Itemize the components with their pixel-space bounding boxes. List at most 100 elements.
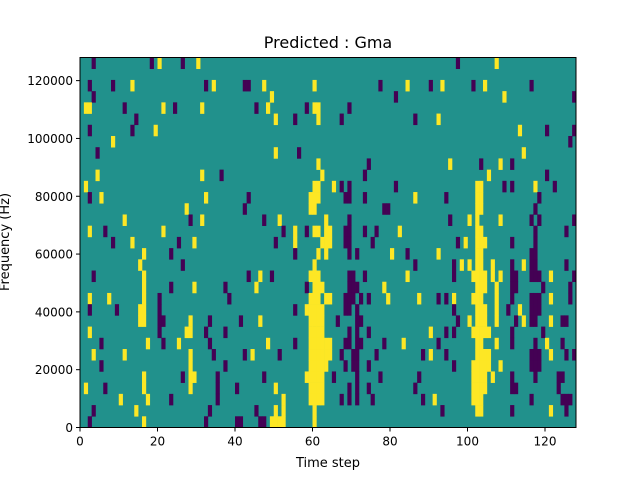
heatmap-cell-high	[312, 382, 317, 395]
heatmap-cell-low	[572, 124, 577, 137]
heatmap-cell-low	[246, 270, 251, 283]
heatmap-cell-low	[180, 57, 185, 70]
heatmap-cell-high	[111, 135, 116, 148]
heatmap-cell-high	[436, 248, 441, 260]
heatmap-cell-low	[452, 270, 457, 283]
heatmap-cell-low	[258, 416, 263, 428]
heatmap-cell-high	[200, 102, 205, 114]
heatmap-cell-low	[103, 382, 108, 395]
heatmap-cell-low	[421, 349, 426, 361]
heatmap-cell-low	[533, 292, 538, 305]
x-axis-label: Time step	[295, 456, 360, 471]
heatmap-cell-high	[320, 169, 325, 182]
heatmap-cell-low	[355, 360, 360, 372]
heatmap-cell-low	[529, 393, 534, 406]
heatmap-cell-low	[347, 393, 352, 406]
heatmap-cell-low	[564, 259, 569, 271]
heatmap-cell-high	[498, 270, 503, 283]
heatmap-cell-high	[467, 259, 472, 271]
heatmap-cell-high	[308, 270, 313, 283]
heatmap-cell-low	[281, 225, 286, 238]
heatmap-cell-high	[142, 382, 147, 395]
heatmap-cell-low	[537, 192, 542, 204]
heatmap-cell-low	[161, 337, 166, 350]
heatmap-cell-high	[130, 236, 135, 249]
x-tick-label: 60	[305, 435, 320, 449]
heatmap-cell-low	[355, 393, 360, 406]
heatmap-cell-high	[479, 304, 484, 316]
heatmap-cell-low	[134, 113, 139, 126]
y-tick-label: 100000	[27, 132, 73, 146]
heatmap-cell-high	[316, 158, 321, 170]
heatmap-cell-low	[533, 349, 538, 361]
heatmap-cell-high	[483, 79, 488, 92]
heatmap-cell-high	[548, 349, 554, 361]
heatmap-cell-high	[312, 180, 317, 193]
x-tick-label: 20	[150, 435, 165, 449]
heatmap-cell-high	[320, 393, 325, 406]
heatmap-cell-low	[510, 292, 515, 305]
heatmap-cell-low	[304, 102, 309, 114]
heatmap-cell-high	[204, 192, 209, 204]
heatmap-cell-high	[304, 371, 309, 383]
heatmap-cell-low	[362, 192, 368, 204]
heatmap-cell-high	[483, 281, 488, 294]
heatmap-cell-low	[564, 349, 569, 361]
heatmap-cell-low	[235, 382, 240, 395]
heatmap-cell-high	[483, 304, 488, 316]
heatmap-cell-low	[533, 360, 538, 372]
heatmap-cell-high	[483, 360, 488, 372]
heatmap-cell-low	[355, 349, 360, 361]
heatmap-cell-low	[529, 304, 534, 316]
heatmap-cell-high	[312, 79, 317, 92]
heatmap-cell-high	[308, 304, 313, 316]
x-axis-ticks: 0 20 40 60 80 100 120	[76, 427, 556, 449]
heatmap-cell-low	[529, 292, 534, 305]
heatmap-cell-low	[452, 304, 457, 316]
heatmap-cell-low	[452, 259, 457, 271]
heatmap-cell-low	[269, 270, 275, 283]
heatmap-cell-high	[308, 382, 313, 395]
heatmap-cell-low	[347, 248, 352, 260]
heatmap-cell-high	[138, 304, 143, 316]
heatmap-cell-high	[397, 225, 402, 238]
heatmap-cell-low	[444, 192, 449, 204]
heatmap-cell-high	[320, 349, 325, 361]
heatmap-cell-high	[316, 292, 321, 305]
heatmap-cell-high	[517, 124, 523, 137]
heatmap-cell-low	[533, 203, 538, 215]
heatmap-cell-high	[188, 360, 193, 372]
heatmap-cell-low	[157, 292, 162, 305]
heatmap-cell-low	[242, 203, 247, 215]
heatmap-cell-low	[347, 304, 352, 316]
heatmap-cell-low	[347, 337, 352, 350]
heatmap-cells	[80, 57, 577, 428]
heatmap-cell-low	[157, 304, 162, 316]
heatmap-cell-low	[331, 371, 337, 383]
heatmap-cell-high	[448, 158, 453, 170]
heatmap-cell-low	[455, 236, 461, 249]
heatmap-cell-high	[498, 360, 503, 372]
heatmap-cell-high	[548, 405, 554, 417]
heatmap-cell-low	[355, 371, 360, 383]
heatmap-cell-low	[262, 416, 267, 428]
heatmap-cell-high	[483, 349, 488, 361]
heatmap-cell-low	[304, 225, 309, 238]
heatmap-cell-high	[479, 281, 484, 294]
heatmap-cell-low	[339, 180, 344, 193]
heatmap-cell-high	[87, 292, 92, 305]
heatmap-cell-low	[246, 79, 251, 92]
heatmap-cell-low	[568, 292, 573, 305]
heatmap-cell-low	[347, 326, 352, 339]
heatmap-cell-high	[479, 292, 484, 305]
heatmap-cell-high	[483, 382, 488, 395]
heatmap-cell-high	[475, 382, 480, 395]
heatmap-cell-low	[514, 270, 519, 283]
heatmap-cell-low	[262, 371, 267, 383]
heatmap-cell-high	[269, 91, 275, 103]
heatmap-cell-high	[316, 337, 321, 350]
heatmap-cell-high	[273, 382, 278, 395]
heatmap-cell-high	[386, 292, 391, 305]
heatmap-cell-high	[269, 416, 275, 428]
heatmap-cell-high	[545, 337, 550, 350]
